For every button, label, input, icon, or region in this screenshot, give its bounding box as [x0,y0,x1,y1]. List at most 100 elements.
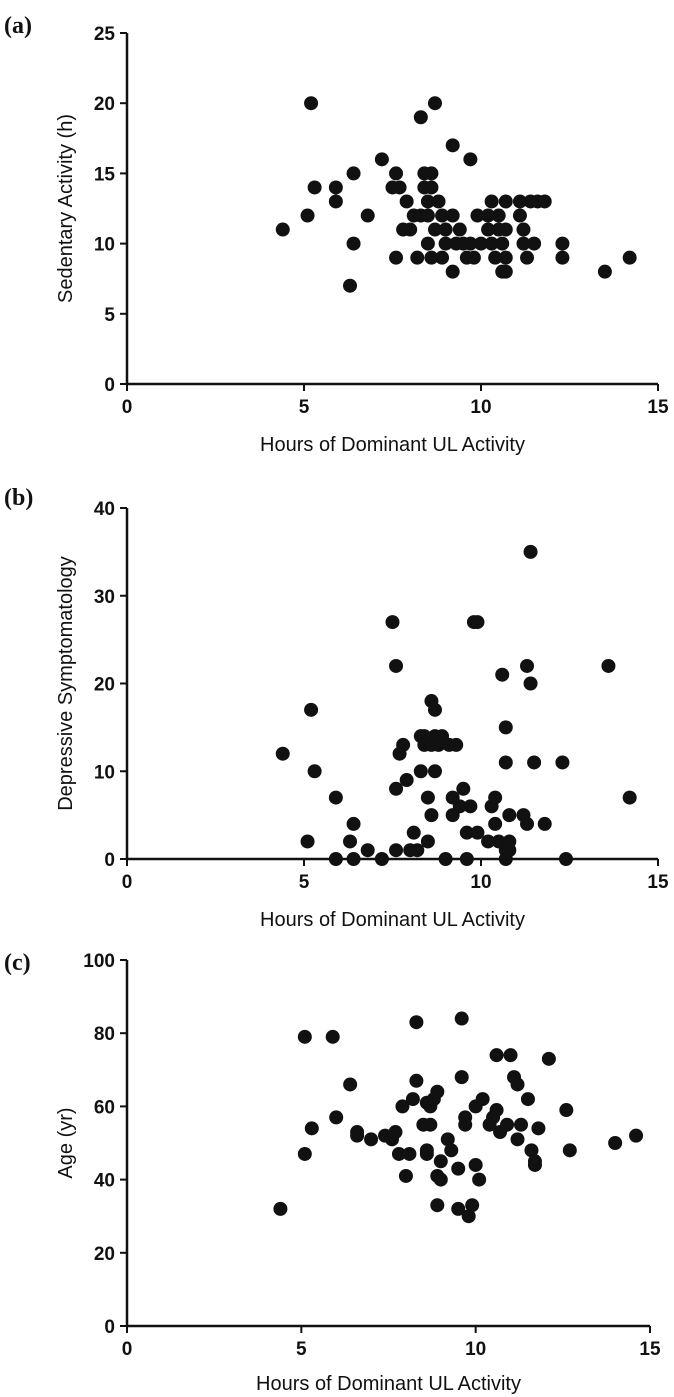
data-point [484,194,499,209]
data-point [406,825,421,840]
data-point [398,1168,413,1183]
data-point [424,180,439,195]
data-point [399,194,414,209]
data-point [395,1099,410,1114]
data-point [410,250,425,265]
data-point [513,1117,528,1132]
data-point [427,96,442,111]
data-point [454,1070,469,1085]
data-point [325,1029,340,1044]
data-point [498,720,513,735]
x-axis-title: Hours of Dominant UL Activity [256,1373,521,1395]
panel-label: (b) [4,485,33,511]
data-point [451,1161,466,1176]
data-point [430,1084,445,1099]
data-point [512,194,527,209]
data-point [420,790,435,805]
data-point [463,799,478,814]
x-axis-title: Hours of Dominant UL Activity [260,909,525,931]
data-point [374,852,389,866]
data-point [520,658,535,673]
x-tick-label: 10 [465,1339,486,1360]
data-point [451,1201,466,1216]
data-point [343,278,358,293]
data-point [431,194,446,209]
data-point [481,222,496,237]
data-point [488,816,503,831]
data-point [502,808,517,823]
data-point [481,834,496,849]
y-tick-label: 15 [94,164,116,185]
data-point [420,194,435,209]
x-tick-label: 10 [470,397,491,418]
data-point [484,236,499,251]
data-point [350,1128,365,1143]
data-point [438,222,453,237]
data-point [445,208,460,223]
y-tick-label: 0 [104,1317,115,1338]
data-point [409,1015,424,1030]
data-point [427,764,442,779]
data-point [389,843,404,858]
data-point [346,166,361,181]
data-point [475,1092,490,1107]
data-point [307,180,322,195]
data-point [388,1125,403,1140]
data-point [523,544,538,559]
data-point [304,96,319,111]
data-point [510,1132,525,1147]
data-point [343,1077,358,1092]
data-point [445,264,460,279]
data-point [346,816,361,831]
data-point [495,667,510,682]
data-point [444,1143,459,1158]
x-tick-label: 0 [122,397,133,418]
data-point [468,1157,483,1172]
data-point [537,194,552,209]
data-point [452,222,467,237]
data-point [413,110,428,125]
data-point [629,1128,644,1143]
data-point [491,208,506,223]
y-tick-label: 40 [94,1171,115,1192]
data-point [498,194,513,209]
data-point [541,1051,556,1066]
data-point [524,1143,539,1158]
data-point [304,1121,319,1136]
data-point [328,194,343,209]
data-point [427,222,442,237]
y-axis-title: Depressive Symptomatology [55,556,77,811]
data-point [438,852,453,866]
data-point [559,1103,574,1118]
data-point [495,236,510,251]
data-point [470,208,485,223]
data-point [427,702,442,717]
data-point [435,250,450,265]
y-tick-label: 25 [94,24,116,45]
y-tick-label: 80 [94,1024,115,1045]
data-point [498,222,513,237]
data-point [438,236,453,251]
data-point [531,1121,546,1136]
panel-label: (c) [4,950,31,976]
y-axis-title: Sedentary Activity (h) [55,114,77,303]
data-point [520,250,535,265]
data-point [516,222,531,237]
data-point [458,1117,473,1132]
data-point [488,790,503,805]
data-point [622,790,637,805]
data-point [555,236,570,251]
y-tick-label: 0 [104,850,115,871]
data-point [389,250,404,265]
data-point [424,250,439,265]
data-point [622,250,637,265]
data-point [392,180,407,195]
x-tick-label: 15 [647,872,669,893]
panel-label: (a) [4,13,32,39]
y-tick-label: 0 [104,375,115,396]
data-point [488,250,503,265]
data-point [297,1029,312,1044]
data-point [456,781,471,796]
data-point [423,1117,438,1132]
